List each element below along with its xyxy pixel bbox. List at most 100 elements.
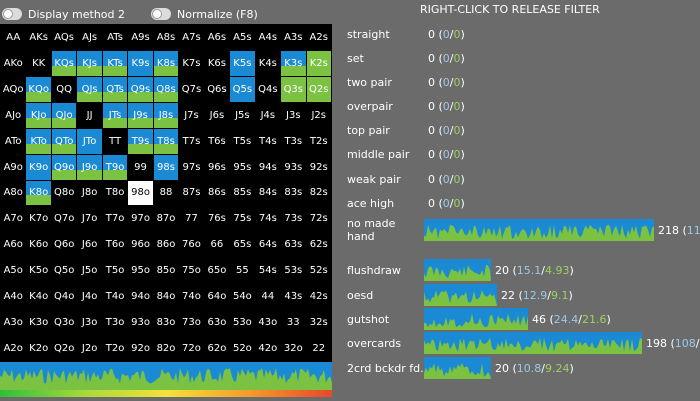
hand-cell[interactable]: Q5o <box>51 258 77 284</box>
hand-cell[interactable]: K6o <box>26 232 51 258</box>
hand-cell[interactable]: 72o <box>179 336 204 361</box>
hand-cell[interactable]: 94o <box>128 284 153 310</box>
hand-cell[interactable]: 42s <box>306 284 331 310</box>
hand-cell[interactable]: 88 <box>153 180 179 206</box>
hand-cell[interactable]: 85s <box>230 180 255 206</box>
hand-cell[interactable]: 95s <box>230 154 255 180</box>
hand-cell[interactable]: K2o <box>26 336 51 361</box>
hand-cell[interactable]: 82o <box>153 336 179 361</box>
hand-cell[interactable]: A9s <box>128 25 153 50</box>
normalize-toggle[interactable]: Normalize (F8) <box>151 6 258 22</box>
hand-cell[interactable]: 63s <box>281 232 306 258</box>
hand-cell[interactable]: K2s <box>306 50 331 76</box>
category-row[interactable]: overpair 0 (0/0) <box>347 99 465 113</box>
hand-cell[interactable]: QJo <box>51 102 77 128</box>
hand-cell[interactable]: A8s <box>153 25 179 50</box>
hand-cell[interactable]: 62o <box>204 336 230 361</box>
hand-cell[interactable]: 73s <box>281 206 306 232</box>
hand-cell[interactable]: 53o <box>230 310 255 336</box>
hand-cell[interactable]: QJs <box>77 76 102 102</box>
hand-cell[interactable]: 66 <box>204 232 230 258</box>
hand-cell[interactable]: T6o <box>102 232 128 258</box>
hand-cell[interactable]: J9o <box>77 154 102 180</box>
display-method-toggle[interactable]: Display method 2 <box>2 6 125 22</box>
hand-cell[interactable]: 64o <box>204 284 230 310</box>
hand-cell[interactable]: QTs <box>102 76 128 102</box>
hand-cell[interactable]: 77 <box>179 206 204 232</box>
hand-cell[interactable]: 76s <box>204 206 230 232</box>
hand-cell[interactable]: J7s <box>179 102 204 128</box>
hand-cell[interactable]: JTo <box>77 128 102 154</box>
hand-cell[interactable]: Q9s <box>128 76 153 102</box>
hand-cell[interactable]: 75s <box>230 206 255 232</box>
hand-cell[interactable]: J3s <box>281 102 306 128</box>
hand-cell[interactable]: T5o <box>102 258 128 284</box>
hand-cell[interactable]: 63o <box>204 310 230 336</box>
hand-cell[interactable]: Q2s <box>306 76 331 102</box>
hand-cell[interactable]: 84o <box>153 284 179 310</box>
hand-cell[interactable]: T8s <box>153 128 179 154</box>
hand-cell[interactable]: J5o <box>77 258 102 284</box>
hand-cell[interactable]: 52o <box>230 336 255 361</box>
hand-cell[interactable]: 97o <box>128 206 153 232</box>
hand-cell[interactable]: 55 <box>230 258 255 284</box>
hand-cell[interactable]: KJs <box>77 50 102 76</box>
hand-cell[interactable]: A7o <box>1 206 26 232</box>
hand-cell[interactable]: T9s <box>128 128 153 154</box>
hand-cell[interactable]: K7o <box>26 206 51 232</box>
hand-cell[interactable]: Q7o <box>51 206 77 232</box>
hand-cell[interactable]: K5s <box>230 50 255 76</box>
hand-cell[interactable]: Q2o <box>51 336 77 361</box>
hand-cell[interactable]: K7s <box>179 50 204 76</box>
hand-cell[interactable]: 93o <box>128 310 153 336</box>
hand-cell[interactable]: 44 <box>255 284 281 310</box>
hand-cell[interactable]: AA <box>1 25 26 50</box>
category-row[interactable]: ace high 0 (0/0) <box>347 196 465 210</box>
hand-cell[interactable]: AJs <box>77 25 102 50</box>
hand-cell[interactable]: 82s <box>306 180 331 206</box>
hand-cell[interactable]: Q3o <box>51 310 77 336</box>
hand-cell[interactable]: T9o <box>102 154 128 180</box>
hand-cell[interactable]: 64s <box>255 232 281 258</box>
hand-cell[interactable]: 84s <box>255 180 281 206</box>
hand-cell[interactable]: 98o <box>128 180 153 206</box>
hand-cell[interactable]: KJo <box>26 102 51 128</box>
category-row[interactable]: 2crd bckdr fd. 20 (10.8/9.24) <box>347 357 574 379</box>
hand-cell[interactable]: AQo <box>1 76 26 102</box>
hand-cell[interactable]: 86s <box>204 180 230 206</box>
category-row[interactable]: no made hand 218 (119/ <box>347 217 700 243</box>
hand-cell[interactable]: QTo <box>51 128 77 154</box>
hand-cell[interactable]: 52s <box>306 258 331 284</box>
hand-cell[interactable]: Q4s <box>255 76 281 102</box>
hand-cell[interactable]: TT <box>102 128 128 154</box>
hand-cell[interactable]: JTs <box>102 102 128 128</box>
hand-cell[interactable]: KTo <box>26 128 51 154</box>
category-row[interactable]: oesd 22 (12.9/9.1) <box>347 284 573 306</box>
hand-cell[interactable]: J7o <box>77 206 102 232</box>
hand-cell[interactable]: A6s <box>204 25 230 50</box>
hand-cell[interactable]: T8o <box>102 180 128 206</box>
hand-cell[interactable]: 87s <box>179 180 204 206</box>
hand-cell[interactable]: Q5s <box>230 76 255 102</box>
hand-cell[interactable]: Q8o <box>51 180 77 206</box>
hand-cell[interactable]: T4s <box>255 128 281 154</box>
hand-cell[interactable]: 22 <box>306 336 331 361</box>
hand-cell[interactable]: 43o <box>255 310 281 336</box>
hand-cell[interactable]: Q9o <box>51 154 77 180</box>
category-row[interactable]: straight 0 (0/0) <box>347 27 465 41</box>
hand-cell[interactable]: J9s <box>128 102 153 128</box>
category-row[interactable]: overcards 198 (108/9) <box>347 332 700 354</box>
hand-cell[interactable]: A3s <box>281 25 306 50</box>
hand-cell[interactable]: KK <box>26 50 51 76</box>
hand-cell[interactable]: K4o <box>26 284 51 310</box>
hand-cell[interactable]: T2s <box>306 128 331 154</box>
hand-cell[interactable]: Q8s <box>153 76 179 102</box>
hand-cell[interactable]: A2s <box>306 25 331 50</box>
hand-cell[interactable]: 98s <box>153 154 179 180</box>
hand-cell[interactable]: 74s <box>255 206 281 232</box>
hand-cell[interactable]: 33 <box>281 310 306 336</box>
hand-cell[interactable]: ATs <box>102 25 128 50</box>
hand-cell[interactable]: K9o <box>26 154 51 180</box>
hand-cell[interactable]: 85o <box>153 258 179 284</box>
hand-cell[interactable]: 54o <box>230 284 255 310</box>
